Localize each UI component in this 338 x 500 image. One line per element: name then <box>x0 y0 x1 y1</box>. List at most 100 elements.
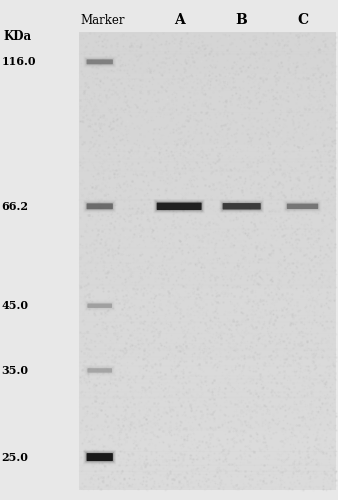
FancyBboxPatch shape <box>220 201 263 212</box>
Bar <box>79 286 336 288</box>
Bar <box>79 40 336 42</box>
Bar <box>79 152 336 154</box>
Bar <box>79 284 336 286</box>
Bar <box>79 266 336 268</box>
Bar <box>79 35 336 37</box>
Bar <box>79 136 336 138</box>
Bar <box>79 99 336 101</box>
Bar <box>79 56 336 58</box>
Bar <box>79 334 336 336</box>
Bar <box>79 202 336 204</box>
Bar <box>79 433 336 435</box>
Bar <box>79 42 336 44</box>
Bar <box>79 302 336 304</box>
FancyBboxPatch shape <box>84 201 115 211</box>
Bar <box>79 190 336 192</box>
Bar <box>79 294 336 296</box>
Bar <box>79 181 336 184</box>
Bar <box>79 154 336 156</box>
Bar <box>79 390 336 392</box>
Bar <box>79 85 336 87</box>
Bar <box>79 392 336 394</box>
Bar <box>79 364 336 366</box>
Bar <box>79 465 336 467</box>
Bar <box>79 188 336 190</box>
Bar <box>79 256 336 259</box>
Text: KDa: KDa <box>3 30 31 44</box>
Bar <box>79 486 336 488</box>
Bar <box>79 342 336 344</box>
Bar <box>79 444 336 446</box>
Bar <box>79 261 336 264</box>
Text: A: A <box>174 14 185 28</box>
Bar <box>79 304 336 307</box>
Bar <box>79 320 336 323</box>
Bar <box>79 280 336 282</box>
Bar <box>79 140 336 142</box>
Bar <box>79 206 336 208</box>
Bar <box>79 78 336 80</box>
Bar <box>79 419 336 422</box>
Bar <box>79 124 336 126</box>
Bar <box>79 412 336 414</box>
FancyBboxPatch shape <box>285 202 320 211</box>
Bar <box>79 250 336 252</box>
Text: Marker: Marker <box>81 14 125 28</box>
Bar <box>79 32 336 35</box>
Bar <box>79 44 336 46</box>
Bar <box>79 131 336 133</box>
Bar <box>79 346 336 348</box>
Bar <box>79 406 336 407</box>
FancyBboxPatch shape <box>222 203 261 209</box>
Bar <box>79 120 336 122</box>
Bar <box>79 83 336 85</box>
Bar <box>79 355 336 358</box>
Bar <box>79 296 336 298</box>
Bar <box>79 288 336 291</box>
Bar <box>79 76 336 78</box>
Bar <box>79 483 336 486</box>
Bar <box>79 147 336 149</box>
Bar <box>79 69 336 71</box>
Bar <box>79 270 336 272</box>
Bar <box>79 224 336 227</box>
Bar <box>79 378 336 380</box>
Bar <box>79 163 336 165</box>
Bar <box>79 360 336 362</box>
FancyBboxPatch shape <box>86 302 113 309</box>
Bar <box>79 211 336 213</box>
Bar <box>79 115 336 117</box>
Bar <box>79 149 336 152</box>
Bar <box>79 470 336 472</box>
Bar <box>79 428 336 430</box>
Bar <box>79 72 336 74</box>
Bar <box>79 165 336 168</box>
Bar <box>79 106 336 108</box>
FancyBboxPatch shape <box>221 202 262 211</box>
Bar <box>79 481 336 483</box>
Bar <box>79 401 336 403</box>
FancyBboxPatch shape <box>86 367 113 374</box>
Text: 116.0: 116.0 <box>2 56 36 68</box>
Bar <box>79 449 336 451</box>
Bar <box>79 318 336 320</box>
FancyBboxPatch shape <box>157 202 201 210</box>
Bar <box>79 229 336 232</box>
Bar <box>79 90 336 92</box>
Bar <box>79 122 336 124</box>
Bar <box>79 88 336 90</box>
Bar <box>79 112 336 115</box>
Bar <box>79 438 336 440</box>
Bar <box>79 348 336 350</box>
Bar <box>79 160 336 163</box>
Bar <box>79 291 336 294</box>
Bar <box>79 243 336 245</box>
Bar <box>79 403 336 406</box>
Bar <box>79 358 336 360</box>
Bar <box>79 264 336 266</box>
Bar <box>79 200 336 202</box>
Bar <box>79 298 336 300</box>
Bar <box>79 74 336 76</box>
Bar <box>79 353 336 355</box>
Bar <box>79 307 336 310</box>
